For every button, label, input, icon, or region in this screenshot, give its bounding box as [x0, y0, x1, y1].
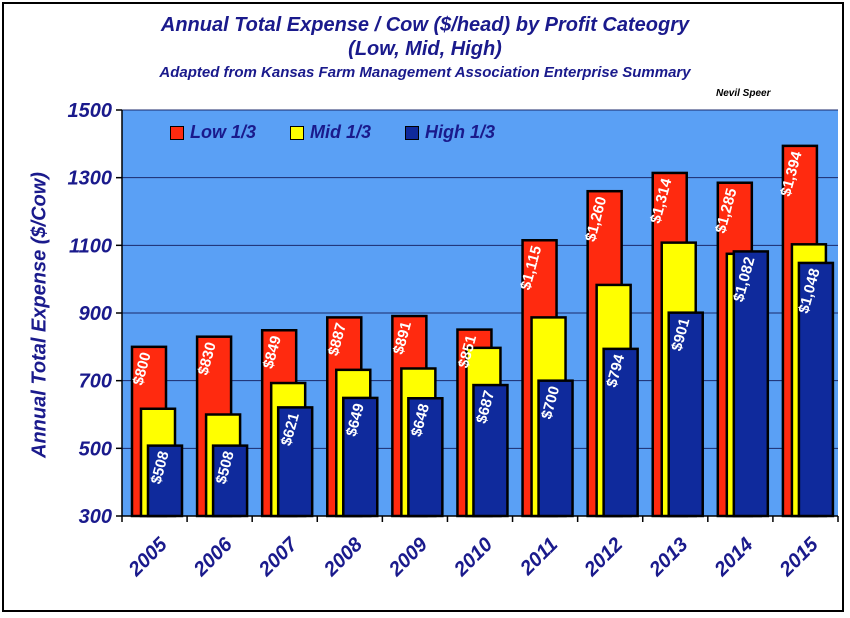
- bar-high: [732, 250, 770, 518]
- x-tick-label: 2015: [775, 533, 823, 581]
- x-tick-label: 2014: [710, 534, 758, 582]
- legend-item-high: High 1/3: [405, 122, 495, 143]
- bar-high: [667, 311, 704, 518]
- y-tick-label: 500: [79, 438, 112, 460]
- legend-label-mid: Mid 1/3: [310, 122, 372, 142]
- bar-high: [602, 347, 639, 518]
- bar-high: [276, 406, 314, 518]
- legend-item-mid: Mid 1/3: [290, 122, 371, 143]
- y-tick-label: 1100: [69, 235, 112, 257]
- legend-item-low: Low 1/3: [170, 122, 256, 143]
- bar-high: [146, 444, 184, 518]
- x-tick-label: 2005: [124, 533, 172, 581]
- bar-high: [211, 444, 249, 518]
- chart-source-note: Adapted from Kansas Farm Management Asso…: [159, 64, 691, 81]
- y-tick-label: 1300: [68, 168, 113, 190]
- author-credit: Nevil Speer: [716, 88, 771, 99]
- x-tick-label: 2012: [580, 534, 628, 582]
- chart-title: Annual Total Expense / Cow ($/head) by P…: [160, 14, 690, 36]
- bar-high: [537, 379, 574, 518]
- bar-high: [797, 261, 835, 518]
- legend: Low 1/3 Mid 1/3 High 1/3: [170, 122, 529, 143]
- y-tick-label: 1500: [68, 100, 113, 122]
- x-tick-label: 2007: [254, 533, 302, 581]
- y-tick-label: 700: [79, 371, 112, 393]
- x-tick-label: 2006: [189, 533, 237, 581]
- y-tick-label: 300: [79, 506, 112, 528]
- x-tick-label: 2011: [516, 534, 563, 581]
- legend-swatch-high: [405, 125, 420, 140]
- legend-label-high: High 1/3: [425, 122, 496, 142]
- legend-swatch-mid: [290, 125, 305, 140]
- chart-subtitle: (Low, Mid, High): [348, 38, 502, 60]
- x-tick-label: 2010: [449, 534, 497, 582]
- x-tick-label: 2013: [645, 534, 693, 582]
- x-tick-label: 2009: [384, 533, 432, 581]
- legend-label-low: Low 1/3: [190, 122, 257, 142]
- y-tick-label: 900: [79, 303, 112, 325]
- legend-swatch-low: [170, 125, 184, 140]
- bar-high: [407, 397, 444, 518]
- x-tick-label: 2008: [319, 533, 367, 581]
- bar-high: [472, 383, 509, 518]
- bar-high: [342, 396, 379, 518]
